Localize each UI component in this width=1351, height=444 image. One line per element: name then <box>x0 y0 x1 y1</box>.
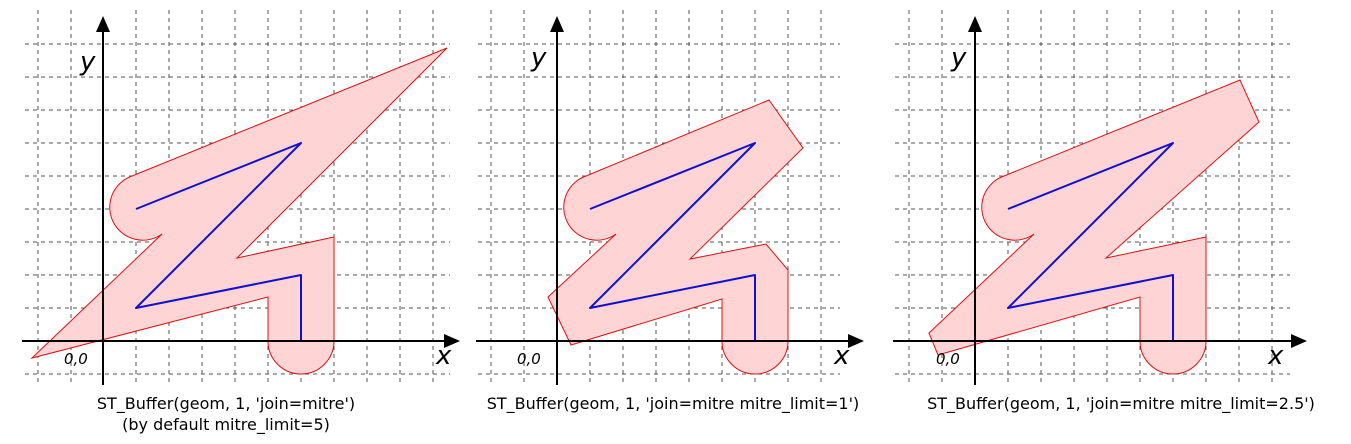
panel-3-caption: ST_Buffer(geom, 1, 'join=mitre mitre_lim… <box>927 394 1315 414</box>
panel-3-x-axis-arrow <box>1291 334 1307 348</box>
panel-1-geometry-line <box>135 142 302 341</box>
panel-2-origin-label: 0,0 <box>517 350 541 368</box>
panel-2-x-axis-arrow <box>848 334 864 348</box>
panel-1-x-label: x <box>435 341 452 371</box>
panel-2-caption: ST_Buffer(geom, 1, 'join=mitre mitre_lim… <box>487 394 860 414</box>
panel-1-origin-label: 0,0 <box>64 350 88 368</box>
panel-3-origin-label: 0,0 <box>936 350 960 368</box>
panel-3-y-axis-arrow <box>968 16 982 32</box>
panel-1: x y 0,0 ST_Buffer(geom, 1, 'join=mitre')… <box>22 10 460 435</box>
panel-1-y-axis-arrow <box>96 16 110 32</box>
panel-1-caption: ST_Buffer(geom, 1, 'join=mitre') <box>97 394 355 414</box>
panel-2-buffer-polygon <box>547 99 804 375</box>
panel-3-buffer-polygon <box>928 79 1260 375</box>
panel-3-y-label: y <box>950 43 967 73</box>
panel-2: x y 0,0 ST_Buffer(geom, 1, 'join=mitre m… <box>476 10 864 414</box>
panel-1-y-label: y <box>79 47 96 77</box>
panel-3: x y 0,0 ST_Buffer(geom, 1, 'join=mitre m… <box>893 10 1315 414</box>
panel-3-geometry-line <box>1007 142 1174 341</box>
panel-2-y-axis-arrow <box>550 16 564 32</box>
panel-2-geometry-line <box>589 142 756 341</box>
panel-1-buffer-polygon <box>30 47 448 375</box>
panel-3-x-label: x <box>1267 341 1284 371</box>
panel-2-x-label: x <box>833 341 850 371</box>
panel-1-caption-note: (by default mitre_limit=5) <box>122 415 330 435</box>
panel-1-x-axis-arrow <box>444 334 460 348</box>
panel-2-y-label: y <box>530 43 547 73</box>
